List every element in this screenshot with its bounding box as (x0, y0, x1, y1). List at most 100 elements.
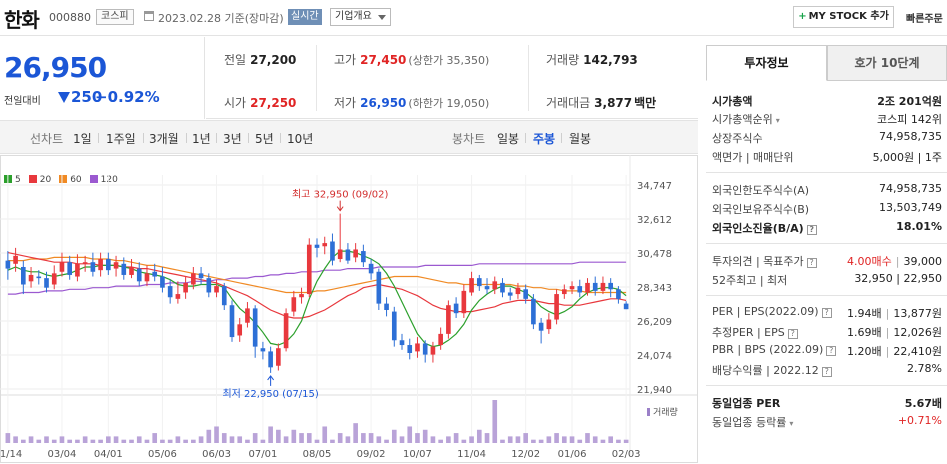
legend-swatch (28, 175, 37, 183)
foreign-ratio-row: 외국인소진율(B/A)? 18.01% (712, 220, 942, 236)
period-1week[interactable]: 1주일 (106, 132, 136, 146)
help-icon[interactable]: ? (806, 258, 817, 268)
candle-body (616, 289, 621, 299)
low-value: 26,950 (360, 96, 407, 110)
help-icon[interactable]: ? (787, 329, 798, 339)
chevron-down-icon (377, 15, 386, 20)
candle-body (453, 303, 459, 314)
realtime-button[interactable]: 실시간 (288, 9, 322, 25)
quick-order-link[interactable]: 빠른주문 (906, 14, 943, 25)
legend-item: 60 (59, 175, 82, 185)
candle-body (175, 294, 181, 299)
market-cap-value: 2조 201억원 (877, 95, 942, 108)
foreign-hold-label: 외국인보유주식수(B) (712, 203, 810, 216)
volume-bar (260, 439, 266, 443)
chevron-down-icon[interactable]: ▾ (775, 116, 780, 125)
prev-close-label: 전일 (224, 53, 247, 67)
volume-bar (144, 439, 150, 443)
candle-body (446, 305, 451, 334)
candle-body (384, 303, 389, 310)
candle-body (438, 333, 443, 346)
candle-body (245, 308, 250, 323)
divider (525, 133, 526, 143)
volume-bar (106, 436, 111, 443)
period-daily[interactable]: 일봉 (497, 132, 520, 146)
period-5year[interactable]: 5년 (255, 132, 274, 146)
legend-label: 20 (39, 175, 52, 185)
volume-bar (399, 436, 405, 443)
opinion-label: 투자의견 | 목표주가? (712, 253, 817, 269)
volume-bar (44, 436, 49, 443)
volume-bar (322, 426, 328, 443)
chevron-down-icon[interactable]: ▾ (789, 419, 794, 428)
period-3month[interactable]: 3개월 (149, 132, 179, 146)
candle-body (330, 241, 335, 261)
candle-body (407, 345, 413, 354)
volume-bar (623, 439, 629, 443)
x-tick-label: 06/03 (202, 449, 231, 460)
est-eps-number: 12,026원 (893, 326, 942, 339)
plus-icon: + (798, 11, 807, 22)
volume-bar (561, 436, 567, 443)
foreign-limit-label: 외국인한도주식수(A) (712, 184, 810, 197)
low-annotation: 최저 22,950 (07/15) (222, 388, 318, 400)
opinion-rating: 4.00매수 (847, 255, 892, 268)
candle-body (361, 251, 366, 263)
volume-bar (592, 436, 598, 443)
volume-bar (569, 436, 575, 443)
candle-body (229, 305, 235, 338)
help-icon[interactable]: ? (821, 308, 832, 318)
help-icon[interactable]: ? (826, 346, 837, 356)
period-1day[interactable]: 1일 (73, 132, 92, 146)
divider (561, 133, 562, 143)
help-icon[interactable]: ? (806, 225, 817, 235)
candle-body (507, 292, 513, 296)
change-label: 전일대비 (4, 96, 41, 107)
add-mystock-button[interactable]: + MY STOCK 추가 (793, 6, 894, 28)
market-badge: 코스피 (96, 9, 134, 25)
divider (706, 295, 947, 296)
volume-bar (214, 426, 219, 443)
candlestick-chart[interactable]: 34,747 32,612 30,478 28,343 26,209 24,074 21,9… (0, 155, 698, 464)
x-tick-label: 05/06 (148, 449, 177, 460)
period-10year[interactable]: 10년 (287, 132, 314, 146)
period-1year[interactable]: 1년 (192, 132, 211, 146)
period-3year[interactable]: 3년 (223, 132, 242, 146)
candle-body (121, 263, 127, 275)
period-monthly[interactable]: 월봉 (569, 132, 592, 146)
candle-body (13, 255, 18, 264)
candle-body (129, 266, 134, 275)
stock-chart[interactable]: 5 20 60 120 34,747 32,612 30,478 28,343 26,209 2… (0, 155, 698, 464)
candle-body (430, 346, 436, 355)
volume-bar (245, 439, 250, 443)
divider: | (885, 307, 890, 320)
volume-bar (600, 439, 606, 443)
sector-per-row: 동일업종 PER 5.67배 (712, 395, 942, 411)
candle-body (113, 262, 119, 269)
candle-body (82, 262, 88, 264)
divider: | (895, 255, 900, 268)
volume-bar (276, 429, 281, 443)
candle-body (237, 324, 243, 336)
divider (216, 133, 217, 143)
candle-body (422, 343, 428, 355)
period-weekly[interactable]: 주봉 (533, 132, 556, 146)
foreign-hold-value: 13,503,749 (879, 201, 942, 214)
candle-body (577, 286, 583, 293)
stock-code: 000880 (49, 11, 91, 24)
volume-bar (198, 436, 204, 443)
tab-orderbook[interactable]: 호가 10단계 (827, 45, 947, 81)
shares-value: 74,958,735 (879, 130, 942, 143)
tab-investment-info[interactable]: 투자정보 (706, 45, 827, 81)
investment-info-panel: 투자정보 호가 10단계 시가총액 2조 201억원 시가총액순위 ▾ 코스피 1… (706, 45, 947, 464)
volume-bar (353, 423, 358, 443)
stock-name[interactable]: 한화 (4, 8, 40, 32)
company-overview-select[interactable]: 기업개요 (330, 8, 391, 26)
par-row: 액면가 | 매매단위 5,000원 | 1주 (712, 149, 942, 165)
volume-bar (221, 433, 227, 443)
candle-body (160, 276, 165, 288)
volume-bar (538, 439, 544, 443)
volume-bar (167, 439, 173, 443)
x-tick-label: 01/06 (558, 449, 587, 460)
help-icon[interactable]: ? (821, 367, 832, 377)
